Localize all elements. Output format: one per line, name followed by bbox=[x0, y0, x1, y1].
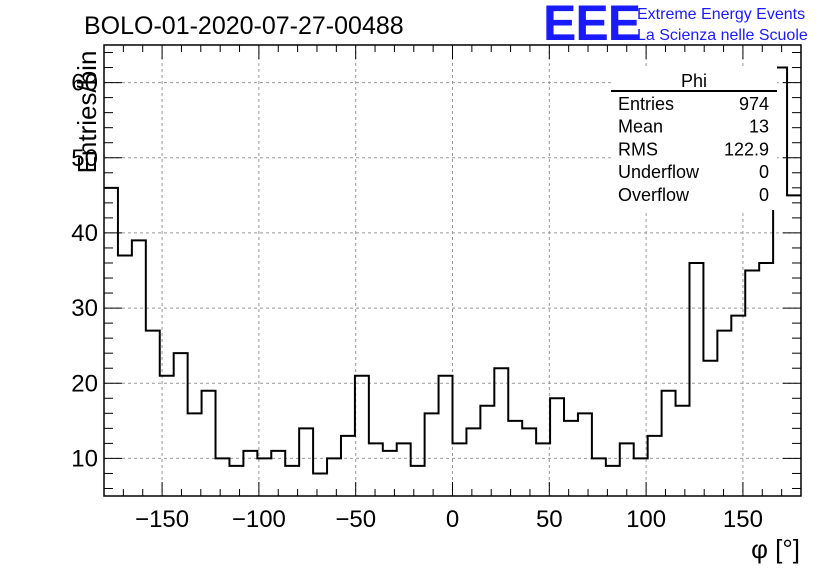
stat-label: RMS bbox=[618, 139, 658, 159]
eee-logo: EEE bbox=[543, 0, 640, 51]
y-tick-label: 30 bbox=[71, 295, 98, 322]
stats-rows: Entries 974 Mean 13 RMS 122.9 Underflow 0 Overfl… bbox=[618, 94, 769, 205]
stat-value: 122.9 bbox=[724, 139, 769, 159]
stat-label: Mean bbox=[618, 117, 663, 137]
stat-label: Underflow bbox=[618, 162, 700, 182]
x-tick-label: 50 bbox=[536, 506, 563, 533]
logo-line-1: Extreme Energy Events bbox=[637, 6, 805, 23]
y-tick-label: 50 bbox=[71, 145, 98, 172]
logo-line-2: La Scienza nelle Scuole bbox=[637, 27, 808, 44]
x-tick-label: 100 bbox=[626, 506, 666, 533]
stat-label: Overflow bbox=[618, 185, 690, 205]
stat-value: 0 bbox=[759, 185, 769, 205]
stats-box: Phi Entries 974 Mean 13 RMS 122.9 Underflow 0 Ov… bbox=[611, 66, 777, 210]
x-tick-labels: −150 −100 −50 0 50 100 150 bbox=[135, 506, 763, 533]
y-tick-label: 10 bbox=[71, 445, 98, 472]
stat-value: 13 bbox=[749, 117, 769, 137]
x-tick-label: −100 bbox=[232, 506, 286, 533]
y-tick-labels: 10 20 30 40 50 60 bbox=[71, 70, 98, 473]
histogram-outline bbox=[104, 66, 801, 475]
x-tick-label: 0 bbox=[446, 506, 459, 533]
stat-value: 0 bbox=[759, 162, 769, 182]
y-tick-label: 20 bbox=[71, 370, 98, 397]
stats-title: Phi bbox=[681, 71, 707, 91]
x-tick-label: −150 bbox=[135, 506, 189, 533]
x-tick-label: 150 bbox=[723, 506, 763, 533]
chart-title: BOLO-01-2020-07-27-00488 bbox=[84, 12, 404, 40]
stat-label: Entries bbox=[618, 94, 674, 114]
x-tick-label: −50 bbox=[335, 506, 376, 533]
y-tick-label: 60 bbox=[71, 70, 98, 97]
y-tick-label: 40 bbox=[71, 220, 98, 247]
y-axis-label: Entries/bin bbox=[72, 51, 102, 174]
stat-value: 974 bbox=[739, 94, 769, 114]
axis-ticks bbox=[104, 45, 801, 496]
x-axis-label: φ [°] bbox=[751, 534, 800, 564]
